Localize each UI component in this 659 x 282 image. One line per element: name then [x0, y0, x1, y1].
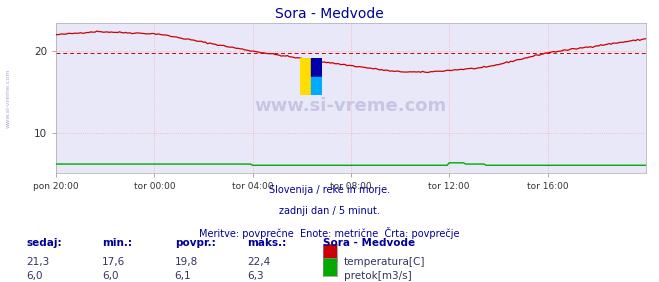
Text: 19,8: 19,8	[175, 257, 198, 266]
Text: 6,1: 6,1	[175, 271, 191, 281]
Polygon shape	[311, 77, 322, 95]
Polygon shape	[300, 58, 322, 77]
Polygon shape	[300, 77, 311, 95]
Polygon shape	[300, 77, 311, 95]
Text: 21,3: 21,3	[26, 257, 49, 266]
Text: Meritve: povprečne  Enote: metrične  Črta: povprečje: Meritve: povprečne Enote: metrične Črta:…	[199, 227, 460, 239]
Text: zadnji dan / 5 minut.: zadnji dan / 5 minut.	[279, 206, 380, 216]
Text: pretok[m3/s]: pretok[m3/s]	[344, 271, 412, 281]
Polygon shape	[300, 58, 311, 95]
Text: sedaj:: sedaj:	[26, 238, 62, 248]
Text: 22,4: 22,4	[247, 257, 270, 266]
Polygon shape	[311, 58, 322, 95]
Text: 6,0: 6,0	[102, 271, 119, 281]
Text: 6,3: 6,3	[247, 271, 264, 281]
Text: min.:: min.:	[102, 238, 132, 248]
Text: Sora - Medvode: Sora - Medvode	[323, 238, 415, 248]
Text: 17,6: 17,6	[102, 257, 125, 266]
Text: www.si-vreme.com: www.si-vreme.com	[255, 96, 447, 114]
Text: povpr.:: povpr.:	[175, 238, 215, 248]
Text: temperatura[C]: temperatura[C]	[344, 257, 426, 266]
Text: Sora - Medvode: Sora - Medvode	[275, 7, 384, 21]
Polygon shape	[311, 58, 322, 77]
Text: Slovenija / reke in morje.: Slovenija / reke in morje.	[269, 185, 390, 195]
Text: www.si-vreme.com: www.si-vreme.com	[5, 68, 11, 128]
Text: maks.:: maks.:	[247, 238, 287, 248]
Text: 6,0: 6,0	[26, 271, 43, 281]
